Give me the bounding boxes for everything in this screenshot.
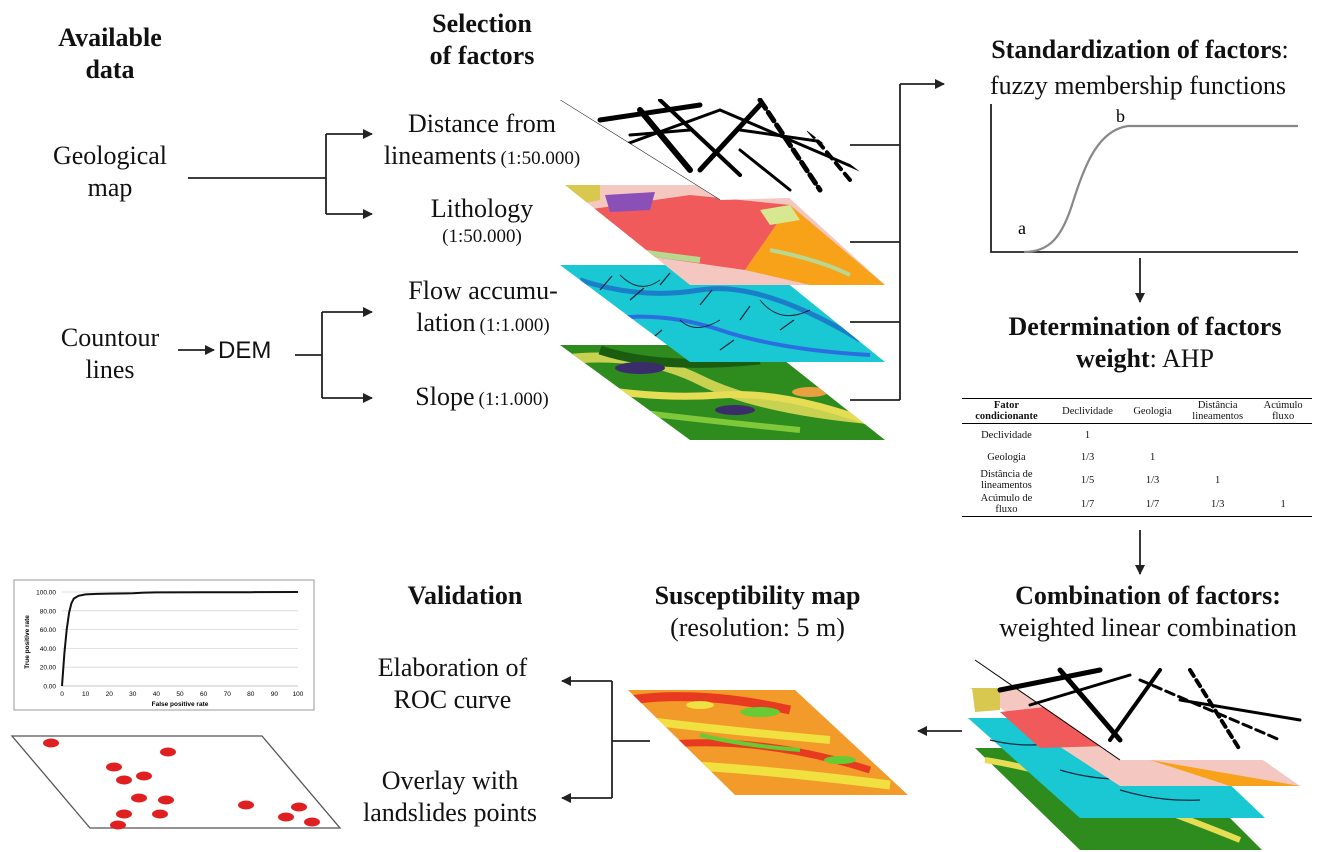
roc-y-tick-label: 20.00 xyxy=(40,665,57,672)
roc-y-tick-label: 100.00 xyxy=(36,590,56,597)
roc-x-tick-label: 60 xyxy=(200,691,208,698)
roc-x-tick-label: 20 xyxy=(106,691,114,698)
roc-x-tick-label: 40 xyxy=(153,691,161,698)
roc-y-tick-label: 0.00 xyxy=(43,684,56,691)
roc-x-tick-label: 50 xyxy=(176,691,184,698)
roc-x-tick-label: 100 xyxy=(293,691,304,698)
roc-x-tick-label: 10 xyxy=(82,691,90,698)
roc-x-tick-label: 90 xyxy=(271,691,279,698)
roc-chart-frame xyxy=(14,580,314,710)
roc-y-tick-label: 80.00 xyxy=(40,608,57,615)
roc-x-axis-label: False positive rate xyxy=(152,701,209,708)
roc-y-tick-label: 60.00 xyxy=(40,627,57,634)
roc-x-tick-label: 0 xyxy=(60,691,64,698)
roc-x-tick-label: 70 xyxy=(224,691,232,698)
roc-x-tick-label: 30 xyxy=(129,691,137,698)
roc-y-tick-label: 40.00 xyxy=(40,646,57,653)
roc-x-tick-label: 80 xyxy=(247,691,255,698)
roc-y-axis-label: True positive rate xyxy=(24,615,31,669)
